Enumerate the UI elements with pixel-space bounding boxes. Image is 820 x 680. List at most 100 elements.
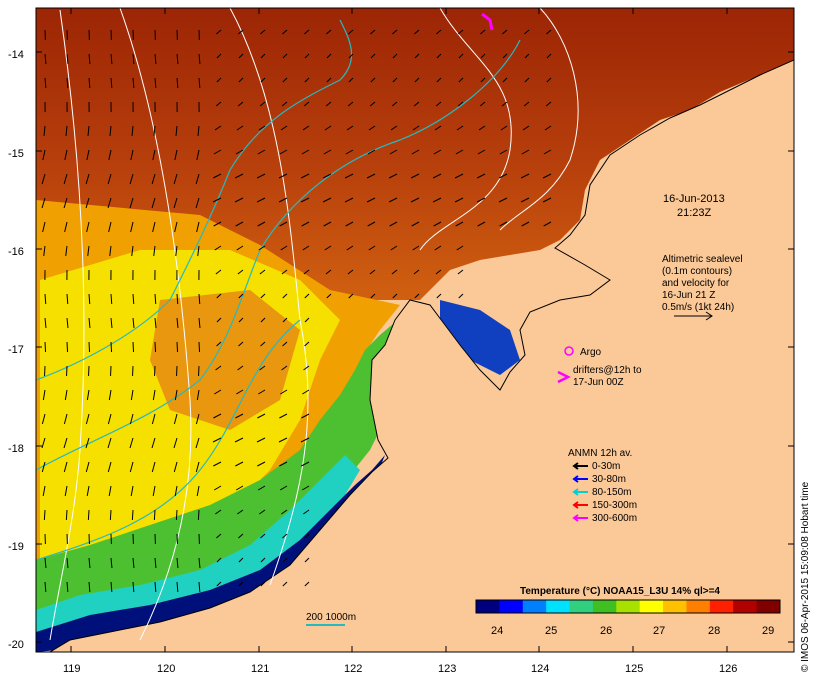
velocity-arrow <box>542 197 552 203</box>
anmn-item-label: 300-600m <box>592 513 637 524</box>
colorbar-swatch <box>756 600 781 613</box>
velocity-arrow <box>108 221 112 233</box>
velocity-arrow <box>524 77 530 83</box>
anmn-legend: ANMN 12h av. 0-30m 30-80m 80-150m 150-30… <box>568 448 637 524</box>
velocity-arrow <box>130 149 134 161</box>
velocity-arrow <box>454 173 464 179</box>
velocity-arrow <box>176 557 179 569</box>
velocity-arrow <box>281 509 288 515</box>
colorbar-swatch <box>639 600 664 613</box>
velocity-arrow <box>214 389 222 395</box>
colorbar-swatch <box>686 600 711 613</box>
velocity-arrow <box>260 581 266 587</box>
drifter-track <box>481 12 494 31</box>
argo-marker <box>564 346 574 356</box>
velocity-arrow <box>108 149 112 161</box>
velocity-arrow <box>325 269 332 275</box>
velocity-arrow <box>234 173 244 179</box>
velocity-arrow <box>153 245 156 257</box>
velocity-arrow <box>370 53 376 59</box>
velocity-arrow <box>195 461 200 473</box>
velocity-arrow <box>435 269 442 275</box>
velocity-arrow <box>368 245 376 251</box>
velocity-arrow <box>501 101 508 107</box>
velocity-arrow <box>63 173 68 185</box>
velocity-arrow <box>370 293 376 299</box>
velocity-arrow <box>279 149 288 155</box>
velocity-arrow <box>176 581 179 593</box>
velocity-arrow <box>198 557 201 569</box>
velocity-arrow <box>279 461 288 467</box>
drifters-label: 17-Jun 00Z <box>573 377 624 388</box>
velocity-arrow <box>129 461 134 473</box>
date-label: 16-Jun-2013 <box>663 193 725 205</box>
velocity-arrow <box>257 413 266 419</box>
velocity-arrow <box>85 413 90 425</box>
velocity-arrow <box>370 29 376 35</box>
velocity-arrow <box>88 77 91 89</box>
velocity-arrow <box>369 269 376 275</box>
velocity-arrow <box>345 221 354 227</box>
velocity-arrow <box>436 29 442 35</box>
velocity-arrow <box>259 269 266 275</box>
velocity-arrow <box>282 341 288 347</box>
velocity-arrow <box>176 77 179 89</box>
velocity-arrow <box>279 221 288 227</box>
velocity-arrow <box>304 317 310 323</box>
lat-label: -19 <box>8 541 24 553</box>
velocity-arrow <box>457 269 464 275</box>
velocity-arrow <box>520 173 530 179</box>
velocity-arrow <box>174 389 178 401</box>
velocity-arrow <box>410 197 420 203</box>
velocity-arrow <box>129 413 134 425</box>
velocity-arrow <box>44 77 47 89</box>
colorbar-tick: 24 <box>491 625 503 637</box>
velocity-arrow <box>346 125 354 131</box>
velocity-arrow <box>152 389 156 401</box>
velocity-arrow <box>213 485 222 491</box>
velocity-arrow <box>326 53 332 59</box>
velocity-arrow <box>524 29 530 35</box>
velocity-arrow <box>154 317 157 329</box>
velocity-arrow <box>110 341 113 353</box>
velocity-arrow <box>455 149 464 155</box>
axis-ticks <box>36 8 794 652</box>
velocity-arrow <box>151 461 156 473</box>
velocity-arrow <box>282 293 288 299</box>
drifters-label: drifters@12h to <box>573 365 642 376</box>
velocity-arrow <box>282 581 288 587</box>
colorbar-tick: 25 <box>545 625 557 637</box>
velocity-arrow <box>435 101 442 107</box>
velocity-arrow <box>281 365 288 371</box>
velocity-arrow <box>173 461 178 473</box>
velocity-arrow <box>214 125 222 131</box>
velocity-arrow <box>213 413 222 419</box>
velocity-arrow <box>301 413 310 419</box>
velocity-arrow <box>132 53 135 65</box>
velocity-arrow <box>110 53 113 65</box>
velocity-arrow <box>413 269 420 275</box>
velocity-arrow <box>366 197 376 203</box>
velocity-arrow <box>131 509 134 521</box>
velocity-arrow <box>414 29 420 35</box>
velocity-arrow <box>500 125 508 131</box>
velocity-arrow <box>108 485 112 497</box>
lon-label: 124 <box>531 663 549 675</box>
lat-label: -16 <box>8 246 24 258</box>
velocity-arrow <box>85 173 90 185</box>
colorbar-swatch <box>569 600 594 613</box>
velocity-arrow <box>151 437 156 449</box>
velocity-arrow <box>410 173 420 179</box>
velocity-arrow <box>260 341 266 347</box>
velocity-arrow <box>130 485 134 497</box>
velocity-arrow <box>325 101 332 107</box>
velocity-arrow <box>132 557 135 569</box>
velocity-arrows <box>41 29 552 593</box>
velocity-arrow <box>198 341 201 353</box>
velocity-arrow <box>196 485 200 497</box>
velocity-arrow <box>173 437 178 449</box>
velocity-arrow <box>238 317 244 323</box>
velocity-arrow <box>388 173 398 179</box>
velocity-arrow <box>237 269 244 275</box>
